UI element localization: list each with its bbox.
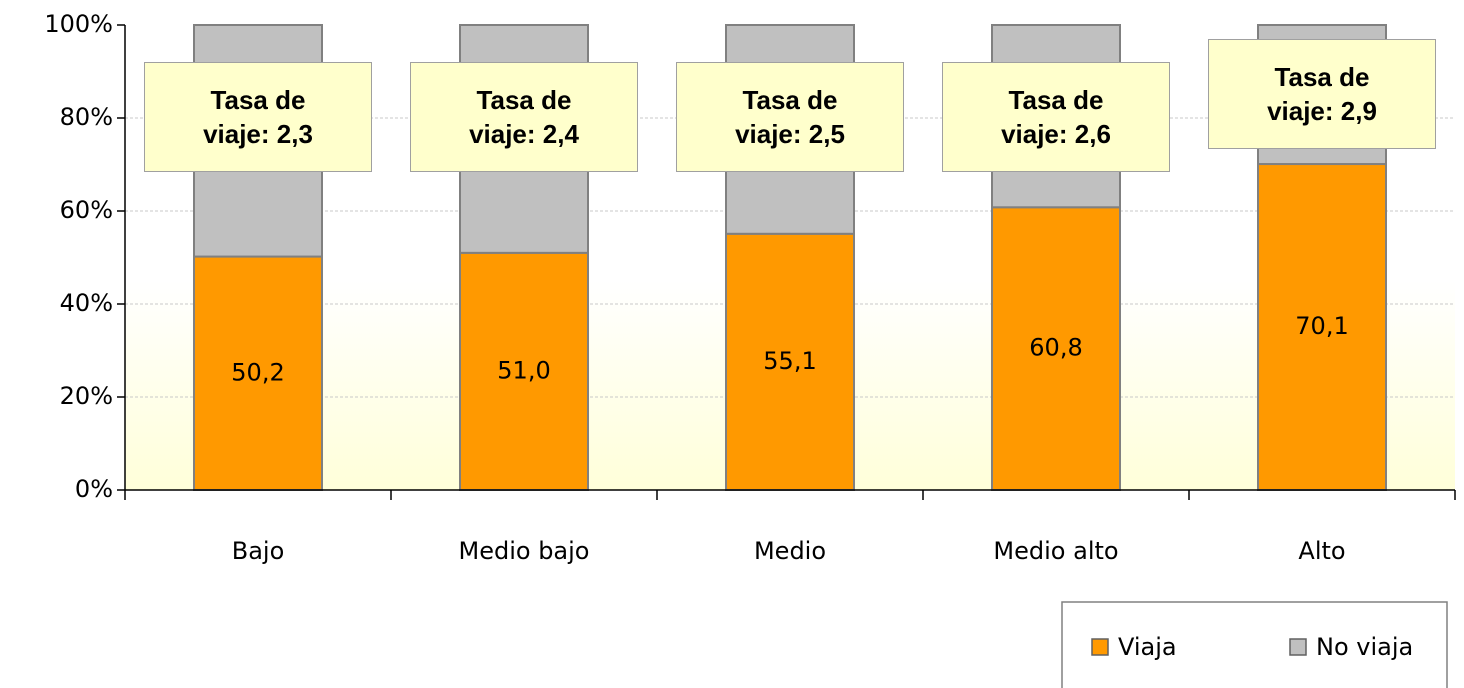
annotation: Tasa de viaje: 2,4	[410, 62, 638, 172]
bar-segment	[991, 206, 1121, 491]
annotation: Tasa de viaje: 2,5	[676, 62, 904, 172]
y-tick-label: 0%	[75, 475, 113, 503]
value-label: 60,8	[1029, 334, 1082, 362]
value-label: 51,0	[497, 356, 550, 384]
legend-label: Viaja	[1118, 633, 1177, 661]
x-tick-label: Medio alto	[993, 537, 1118, 565]
y-tick-label: 80%	[60, 103, 113, 131]
y-tick-label: 40%	[60, 289, 113, 317]
x-tick-label: Bajo	[232, 537, 285, 565]
x-tick-label: Medio bajo	[459, 537, 590, 565]
legend-swatch	[1091, 638, 1109, 656]
y-tick-label: 60%	[60, 196, 113, 224]
legend-label: No viaja	[1316, 633, 1413, 661]
annotation: Tasa de viaje: 2,9	[1208, 39, 1436, 150]
bar-segment	[1257, 163, 1387, 491]
x-tick-label: Medio	[754, 537, 826, 565]
annotation: Tasa de viaje: 2,3	[144, 62, 372, 172]
y-tick-label: 20%	[60, 382, 113, 410]
legend-swatch	[1289, 638, 1307, 656]
value-label: 55,1	[763, 347, 816, 375]
bar-segment	[725, 232, 855, 491]
bar-segment	[193, 255, 323, 491]
value-label: 50,2	[231, 358, 284, 386]
annotation: Tasa de viaje: 2,6	[942, 62, 1170, 172]
legend-box	[1061, 601, 1448, 688]
bar-segment	[459, 251, 589, 491]
y-tick-label: 100%	[44, 10, 113, 38]
x-tick-label: Alto	[1298, 537, 1345, 565]
value-label: 70,1	[1295, 312, 1348, 340]
